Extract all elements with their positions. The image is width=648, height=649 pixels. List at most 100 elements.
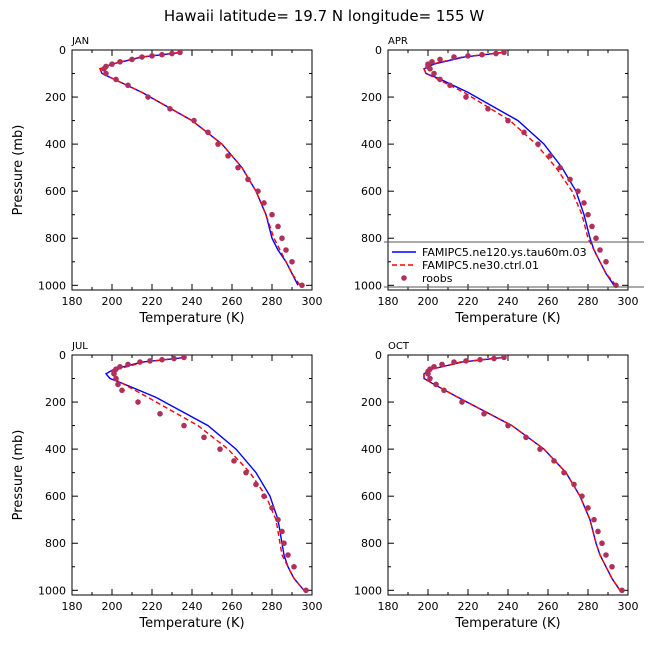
y-tick-label: 800 bbox=[361, 537, 382, 550]
legend-label: FAMIPC5.ne30.ctrl.01 bbox=[422, 259, 539, 272]
figure-title: Hawaii latitude= 19.7 N longitude= 155 W bbox=[164, 7, 484, 25]
panel-label: APR bbox=[388, 36, 408, 47]
panels-container: JAN 180 200 220 240 260 280 300 0 200 400 600 800 100… bbox=[11, 36, 644, 631]
y-tick-label: 800 bbox=[361, 232, 382, 245]
roobs-point bbox=[479, 51, 485, 58]
y-tick-label: 200 bbox=[45, 396, 66, 409]
roobs-point bbox=[117, 58, 123, 65]
roobs-point bbox=[291, 563, 297, 570]
y-axis-label: Pressure (mb) bbox=[11, 430, 26, 521]
roobs-point bbox=[149, 53, 155, 59]
y-tick-label: 200 bbox=[45, 91, 66, 104]
roobs-point bbox=[299, 282, 305, 289]
plot-frame bbox=[71, 49, 313, 291]
roobs-point bbox=[181, 422, 187, 429]
roobs-point bbox=[431, 70, 437, 77]
roobs-point bbox=[109, 61, 115, 67]
y-tick-label: 400 bbox=[45, 443, 66, 456]
series-roobs bbox=[425, 50, 619, 289]
roobs-point bbox=[547, 153, 553, 159]
x-tick-label: 220 bbox=[142, 295, 163, 308]
roobs-point bbox=[225, 153, 231, 159]
series-roobs bbox=[425, 355, 625, 594]
legend-label: FAMIPC5.ne120.ys.tau60m.03 bbox=[422, 246, 587, 259]
x-tick-label: 220 bbox=[458, 600, 479, 613]
series-line-famipc5-ne30-ctrl-01 bbox=[423, 356, 621, 591]
roobs-point bbox=[557, 164, 563, 171]
roobs-point bbox=[593, 235, 599, 242]
roobs-point bbox=[589, 223, 595, 230]
roobs-point bbox=[493, 50, 499, 57]
roobs-point bbox=[437, 76, 443, 83]
roobs-point bbox=[599, 540, 605, 547]
x-axis-label: Temperature (K) bbox=[454, 616, 560, 631]
y-tick-label: 200 bbox=[361, 396, 382, 409]
roobs-point bbox=[609, 563, 615, 570]
series-line-famipc5-ne30-ctrl-01 bbox=[111, 356, 305, 591]
roobs-point bbox=[101, 66, 107, 72]
x-axis-label: Temperature (K) bbox=[138, 311, 244, 326]
roobs-point bbox=[235, 164, 241, 171]
roobs-point bbox=[231, 458, 237, 464]
roobs-point bbox=[135, 399, 141, 405]
roobs-point bbox=[281, 540, 287, 547]
roobs-point bbox=[465, 53, 471, 59]
series-line-famipc5-ne120-ys-tau60m-03 bbox=[104, 356, 305, 591]
panel-label: JAN bbox=[71, 36, 89, 47]
y-tick-label: 1000 bbox=[38, 279, 66, 292]
y-tick-label: 1000 bbox=[38, 584, 66, 597]
x-axis-label: Temperature (K) bbox=[454, 311, 560, 326]
panel-jul: JUL 180 200 220 240 260 280 300 0 200 400 600 800 100… bbox=[11, 341, 323, 631]
panel-apr: APR 180 200 220 240 260 280 300 0 200 400 600 800 100… bbox=[354, 36, 639, 326]
panel-label: JUL bbox=[71, 341, 88, 352]
roobs-point bbox=[289, 258, 295, 265]
y-tick-label: 400 bbox=[45, 138, 66, 151]
x-tick-label: 300 bbox=[618, 295, 639, 308]
roobs-point bbox=[279, 528, 285, 535]
x-tick-label: 260 bbox=[222, 295, 243, 308]
x-tick-label: 260 bbox=[538, 295, 559, 308]
x-tick-label: 220 bbox=[142, 600, 163, 613]
roobs-point bbox=[551, 458, 557, 464]
y-tick-label: 800 bbox=[45, 537, 66, 550]
y-tick-label: 400 bbox=[361, 138, 382, 151]
roobs-point bbox=[595, 528, 601, 535]
roobs-point bbox=[269, 505, 275, 511]
roobs-point bbox=[585, 505, 591, 511]
x-tick-label: 180 bbox=[62, 600, 83, 613]
roobs-point bbox=[571, 481, 577, 488]
roobs-point bbox=[125, 82, 131, 89]
x-tick-label: 180 bbox=[378, 295, 399, 308]
series-line-famipc5-ne120-ys-tau60m-03 bbox=[423, 356, 621, 591]
roobs-point bbox=[269, 211, 275, 218]
legend: FAMIPC5.ne120.ys.tau60m.03FAMIPC5.ne30.c… bbox=[384, 241, 644, 288]
y-tick-label: 400 bbox=[361, 443, 382, 456]
x-tick-label: 200 bbox=[102, 295, 123, 308]
roobs-point bbox=[463, 94, 469, 100]
roobs-point bbox=[437, 56, 443, 63]
roobs-point bbox=[303, 587, 309, 594]
roobs-point bbox=[425, 371, 431, 377]
series-line-famipc5-ne30-ctrl-01 bbox=[99, 51, 301, 286]
roobs-point bbox=[111, 371, 117, 377]
roobs-point bbox=[201, 434, 207, 441]
roobs-point bbox=[129, 56, 135, 63]
roobs-point bbox=[451, 359, 457, 365]
panel-jan: JAN 180 200 220 240 260 280 300 0 200 400 600 800 100… bbox=[11, 36, 323, 326]
panel-oct: OCT 180 200 220 240 260 280 300 0 200 400 600 800 100… bbox=[354, 341, 639, 631]
roobs-point bbox=[167, 106, 173, 112]
roobs-point bbox=[619, 587, 625, 594]
roobs-point bbox=[505, 422, 511, 429]
roobs-point bbox=[119, 387, 125, 394]
y-axis-label: Pressure (mb) bbox=[11, 125, 26, 216]
plot-frame bbox=[387, 354, 629, 596]
roobs-point bbox=[255, 188, 261, 194]
roobs-point bbox=[145, 94, 151, 100]
roobs-point bbox=[177, 50, 183, 56]
roobs-point bbox=[485, 106, 491, 112]
y-tick-label: 800 bbox=[45, 232, 66, 245]
x-axis-label: Temperature (K) bbox=[138, 616, 244, 631]
series-roobs bbox=[101, 50, 305, 289]
roobs-point bbox=[603, 258, 609, 265]
roobs-point bbox=[215, 141, 221, 147]
